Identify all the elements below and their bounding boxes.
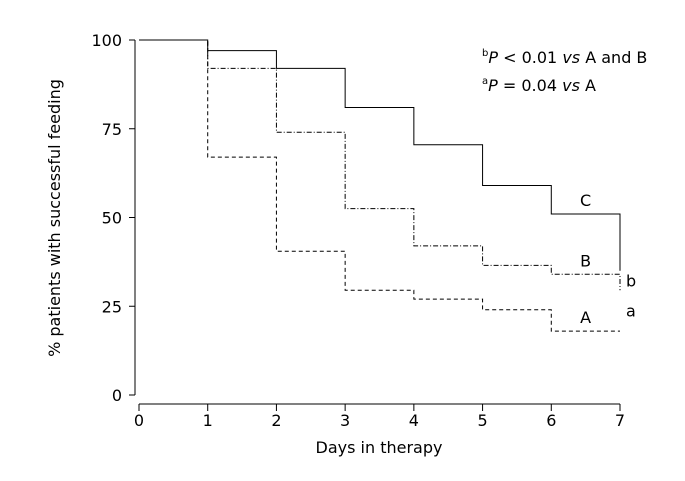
annotation-a-text: = 0.04	[498, 76, 562, 95]
x-axis-label: Days in therapy	[316, 438, 443, 457]
series-a-line	[139, 39, 620, 332]
significance-a: a	[626, 302, 636, 321]
series-b-label: B	[580, 251, 591, 270]
x-tick-label: 5	[477, 411, 487, 430]
annotation-b: bP < 0.01 vs A and B	[482, 48, 647, 67]
annotation-b-superscript: b	[482, 48, 488, 59]
annotation-b-text: < 0.01	[498, 48, 562, 67]
series-c-label: C	[580, 191, 591, 210]
annotation-b-groups: A and B	[580, 48, 647, 67]
x-tick-label: 0	[134, 411, 144, 430]
y-tick-label: 25	[102, 297, 122, 316]
x-tick-label: 4	[409, 411, 419, 430]
series-layer	[139, 39, 621, 332]
x-tick-label: 6	[546, 411, 556, 430]
annotation-a: aP = 0.04 vs A	[482, 76, 596, 95]
annotation-a-superscript: a	[482, 76, 488, 87]
axes: 0 25 50 75 100 0 1 2 3 4 5 6 7	[91, 31, 625, 430]
y-tick-label: 50	[102, 209, 122, 228]
series-a-label: A	[580, 308, 591, 327]
y-axis-label: % patients with successful feeding	[45, 79, 64, 357]
x-tick-label: 7	[615, 411, 625, 430]
series-labels: C B Aba	[580, 191, 636, 327]
annotation-a-p: P	[488, 76, 498, 95]
y-tick-label: 75	[102, 120, 122, 139]
series-b-line	[139, 39, 621, 291]
annotation-b-vs: vs	[562, 48, 580, 67]
annotation-a-groups: A	[580, 76, 596, 95]
x-tick-label: 3	[340, 411, 350, 430]
y-tick-label: 0	[112, 386, 122, 405]
annotation-a-vs: vs	[562, 76, 580, 95]
x-tick-label: 2	[271, 411, 281, 430]
annotation-b-p: P	[488, 48, 498, 67]
x-tick-label: 1	[203, 411, 213, 430]
series-c-line	[139, 39, 621, 271]
y-tick-label: 100	[91, 31, 122, 50]
significance-b: b	[626, 272, 636, 291]
